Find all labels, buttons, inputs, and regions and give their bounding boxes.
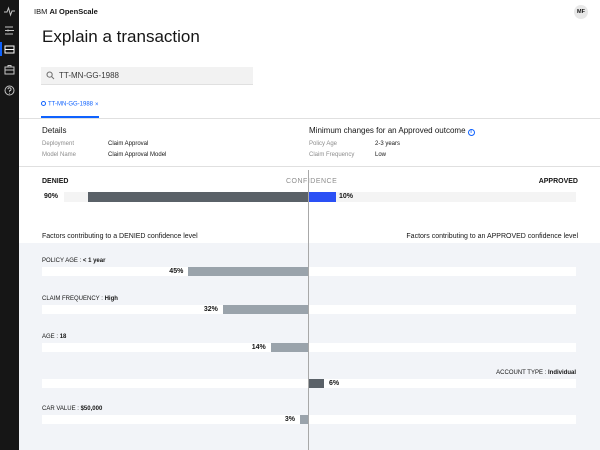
- transaction-search-input[interactable]: TT-MN-GG-1988: [41, 67, 253, 85]
- factor-track: [42, 305, 576, 314]
- factor-name: CLAIM FREQUENCY: [42, 296, 100, 302]
- factor-name: POLICY AGE: [42, 258, 78, 264]
- transactions-icon[interactable]: [3, 43, 16, 56]
- factor-label: CLAIM FREQUENCY : High: [42, 296, 118, 302]
- factor-separator: :: [77, 258, 83, 264]
- approved-factor-bar[interactable]: [309, 379, 324, 388]
- tab-label: TT-MN-GG-1988: [48, 101, 94, 108]
- factor-percent: 6%: [329, 380, 340, 387]
- denied-factor-bar[interactable]: [300, 415, 308, 424]
- factor-name: AGE: [42, 334, 55, 340]
- tab-transaction[interactable]: TT-MN-GG-1988 ×: [41, 101, 99, 108]
- factor-separator: :: [54, 334, 60, 340]
- deployments-icon[interactable]: [3, 24, 16, 37]
- factor-label: POLICY AGE : < 1 year: [42, 258, 105, 264]
- factor-label: AGE : 18: [42, 334, 66, 340]
- min-change-key: Claim Frequency: [309, 152, 355, 158]
- factor-separator: :: [542, 370, 548, 376]
- factor-percent: 45%: [169, 268, 184, 275]
- approved-confidence-bar: [309, 192, 336, 202]
- factor-value: High: [104, 296, 118, 302]
- brand-name: AI OpenScale: [49, 7, 98, 16]
- factor-separator: :: [99, 296, 105, 302]
- denied-factor-bar[interactable]: [270, 343, 308, 352]
- factor-value: Individual: [547, 370, 576, 376]
- factor-label: ACCOUNT TYPE : Individual: [496, 370, 576, 376]
- factor-value: < 1 year: [82, 258, 106, 264]
- denied-confidence-bar: [88, 192, 308, 202]
- min-change-value: Low: [375, 152, 387, 158]
- active-nav-indicator: [0, 42, 2, 56]
- page-title: Explain a transaction: [42, 27, 200, 46]
- factor-percent: 3%: [284, 416, 295, 423]
- factor-value: $50,000: [80, 406, 103, 412]
- minimum-changes-heading: Minimum changes for an Approved outcome i: [309, 126, 475, 136]
- top-header: IBM AI OpenScale MF: [19, 0, 600, 24]
- approved-confidence-value: 10%: [339, 193, 354, 200]
- min-change-key: Policy Age: [309, 141, 338, 147]
- denied-factor-bar[interactable]: [222, 305, 308, 314]
- detail-value: Claim Approval: [108, 141, 149, 147]
- approved-label: APPROVED: [538, 178, 578, 185]
- factor-percent: 32%: [203, 306, 218, 313]
- factor-value: 18: [59, 334, 67, 340]
- factor-track: [42, 415, 576, 424]
- search-icon: [46, 71, 55, 80]
- tab-close-icon[interactable]: ×: [95, 101, 99, 108]
- factor-label: CAR VALUE : $50,000: [42, 406, 102, 412]
- denied-factors-heading: Factors contributing to a DENIED confide…: [42, 233, 198, 240]
- product-brand[interactable]: IBM AI OpenScale: [34, 7, 98, 16]
- center-axis-line: [308, 170, 309, 450]
- details-heading: Details: [42, 126, 67, 135]
- user-avatar[interactable]: MF: [574, 5, 588, 19]
- denied-label: DENIED: [42, 178, 69, 185]
- tabs-divider: [19, 118, 600, 119]
- dashboard-icon[interactable]: [3, 63, 16, 76]
- tab-status-icon: [41, 101, 46, 106]
- search-value: TT-MN-GG-1988: [59, 71, 120, 80]
- brand-prefix: IBM: [34, 7, 48, 16]
- section-divider: [19, 166, 600, 167]
- factor-track: [42, 267, 576, 276]
- denied-factor-bar[interactable]: [188, 267, 308, 276]
- denied-confidence-value: 90%: [44, 193, 59, 200]
- factor-name: ACCOUNT TYPE: [496, 370, 543, 376]
- tab-active-underline: [41, 116, 99, 118]
- confidence-label: CONFIDENCE: [286, 178, 338, 185]
- factor-percent: 14%: [251, 344, 266, 351]
- factor-separator: :: [75, 406, 81, 412]
- approved-factors-heading: Factors contributing to an APPROVED conf…: [406, 233, 578, 240]
- detail-key: Deployment: [42, 141, 75, 147]
- factor-track: [42, 343, 576, 352]
- info-icon[interactable]: i: [467, 129, 475, 136]
- help-icon[interactable]: [3, 84, 16, 97]
- min-change-value: 2-3 years: [375, 141, 401, 147]
- left-nav-rail: [0, 0, 19, 450]
- activity-icon[interactable]: [3, 5, 16, 18]
- detail-key: Model Name: [42, 152, 77, 158]
- factor-name: CAR VALUE: [42, 406, 76, 412]
- detail-value: Claim Approval Model: [108, 152, 167, 158]
- minimum-changes-title: Minimum changes for an Approved outcome: [309, 126, 466, 135]
